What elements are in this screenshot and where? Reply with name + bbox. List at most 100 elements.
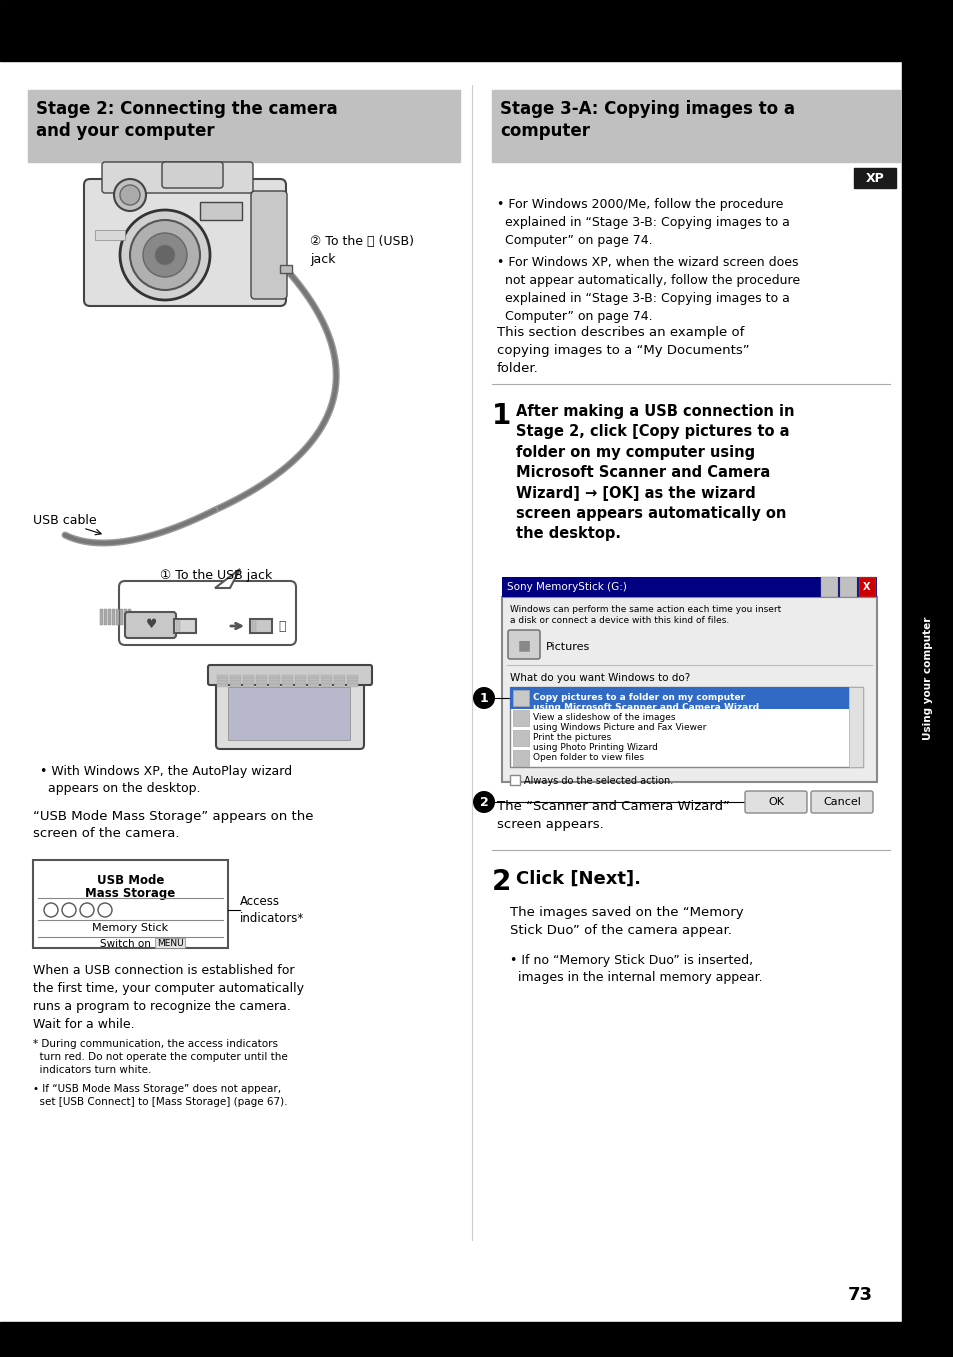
Bar: [269, 678, 280, 680]
Bar: [250, 619, 272, 632]
Circle shape: [143, 233, 187, 277]
Circle shape: [473, 791, 495, 813]
FancyBboxPatch shape: [251, 191, 287, 299]
Text: Always do the selected action.: Always do the selected action.: [523, 776, 673, 786]
Bar: [269, 681, 280, 684]
Bar: [228, 687, 350, 740]
Bar: [858, 577, 875, 597]
Bar: [501, 577, 876, 597]
Circle shape: [62, 902, 76, 917]
Bar: [513, 689, 529, 706]
Bar: [501, 597, 876, 782]
Bar: [104, 609, 107, 626]
FancyBboxPatch shape: [102, 161, 253, 193]
Bar: [294, 678, 306, 680]
Bar: [282, 684, 293, 687]
Text: “USB Mode Mass Storage” appears on the
screen of the camera.: “USB Mode Mass Storage” appears on the s…: [33, 810, 314, 840]
Bar: [513, 730, 529, 746]
Bar: [294, 684, 306, 687]
Bar: [320, 678, 332, 680]
Bar: [255, 681, 267, 684]
Text: • For Windows 2000/Me, follow the procedure
  explained in “Stage 3-B: Copying i: • For Windows 2000/Me, follow the proced…: [497, 198, 789, 247]
Bar: [294, 674, 306, 677]
Bar: [821, 577, 837, 597]
Bar: [112, 609, 115, 626]
FancyBboxPatch shape: [208, 665, 372, 685]
Text: * During communication, the access indicators
  turn red. Do not operate the com: * During communication, the access indic…: [33, 1039, 288, 1075]
Bar: [308, 674, 318, 677]
Bar: [255, 674, 267, 677]
Text: Stage 2: Connecting the camera
and your computer: Stage 2: Connecting the camera and your …: [36, 100, 337, 140]
Bar: [294, 681, 306, 684]
Bar: [334, 684, 345, 687]
Text: 73: 73: [846, 1286, 872, 1304]
Circle shape: [154, 246, 174, 265]
Circle shape: [44, 902, 58, 917]
Text: X: X: [862, 582, 870, 592]
Text: • If no “Memory Stick Duo” is inserted,
  images in the internal memory appear.: • If no “Memory Stick Duo” is inserted, …: [510, 954, 761, 984]
Circle shape: [120, 210, 210, 300]
Text: 2: 2: [492, 868, 511, 896]
Text: Print the pictures: Print the pictures: [533, 734, 611, 742]
Text: What do you want Windows to do?: What do you want Windows to do?: [510, 673, 690, 683]
Bar: [853, 168, 895, 189]
Bar: [320, 684, 332, 687]
Bar: [255, 684, 267, 687]
Text: Pictures: Pictures: [545, 642, 590, 651]
Bar: [347, 681, 357, 684]
Bar: [108, 609, 111, 626]
Bar: [282, 674, 293, 677]
Bar: [128, 609, 131, 626]
Text: ■: ■: [517, 638, 530, 651]
Text: 1: 1: [479, 692, 488, 704]
Bar: [840, 577, 856, 597]
Bar: [510, 687, 862, 767]
Bar: [216, 674, 228, 677]
Text: Stage 3-A: Copying images to a
computer: Stage 3-A: Copying images to a computer: [499, 100, 794, 140]
Bar: [252, 622, 255, 631]
Bar: [308, 681, 318, 684]
Text: Click [Next].: Click [Next].: [516, 870, 640, 887]
Bar: [216, 681, 228, 684]
Bar: [334, 674, 345, 677]
Bar: [347, 674, 357, 677]
Bar: [282, 678, 293, 680]
FancyBboxPatch shape: [125, 612, 175, 638]
Bar: [492, 90, 899, 161]
Text: • With Windows XP, the AutoPlay wizard
  appears on the desktop.: • With Windows XP, the AutoPlay wizard a…: [40, 765, 292, 795]
Text: The images saved on the “Memory
Stick Duo” of the camera appear.: The images saved on the “Memory Stick Du…: [510, 906, 742, 936]
Bar: [848, 687, 862, 767]
Text: Cancel: Cancel: [822, 797, 860, 807]
Bar: [230, 678, 241, 680]
Text: MENU: MENU: [157, 939, 184, 947]
Bar: [200, 202, 242, 220]
Text: Sony MemoryStick (G:): Sony MemoryStick (G:): [506, 582, 626, 592]
Text: USB cable: USB cable: [33, 513, 96, 527]
Text: Mass Storage: Mass Storage: [85, 887, 175, 900]
Bar: [901, 0, 953, 1357]
Text: USB Mode: USB Mode: [96, 874, 164, 887]
Bar: [513, 710, 529, 726]
Bar: [230, 684, 241, 687]
Bar: [175, 622, 180, 631]
Text: Windows can perform the same action each time you insert
a disk or connect a dev: Windows can perform the same action each…: [510, 605, 781, 626]
Bar: [243, 678, 253, 680]
Bar: [124, 609, 127, 626]
Text: This section describes an example of
copying images to a “My Documents”
folder.: This section describes an example of cop…: [497, 326, 749, 375]
FancyBboxPatch shape: [119, 581, 295, 645]
Text: • For Windows XP, when the wizard screen does
  not appear automatically, follow: • For Windows XP, when the wizard screen…: [497, 256, 800, 323]
Circle shape: [113, 179, 146, 210]
FancyBboxPatch shape: [507, 630, 539, 660]
Circle shape: [473, 687, 495, 708]
Text: ␥: ␥: [277, 620, 285, 632]
Bar: [216, 684, 228, 687]
Text: Open folder to view files: Open folder to view files: [533, 753, 643, 763]
FancyBboxPatch shape: [744, 791, 806, 813]
Text: The “Scanner and Camera Wizard”
screen appears.: The “Scanner and Camera Wizard” screen a…: [497, 801, 729, 830]
Text: Access
indicators*: Access indicators*: [240, 896, 304, 925]
Bar: [116, 609, 119, 626]
FancyBboxPatch shape: [215, 676, 364, 749]
Bar: [510, 687, 848, 708]
Bar: [243, 681, 253, 684]
Text: ♥: ♥: [146, 619, 157, 631]
